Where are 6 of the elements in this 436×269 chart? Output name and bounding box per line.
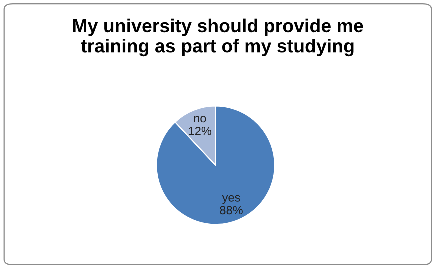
slice-label: no — [194, 116, 206, 123]
data-label: 12% — [189, 126, 212, 136]
chart-title: My university should provide me training as part of my studying — [73, 18, 364, 57]
pie-slice — [156, 106, 276, 226]
data-label: 88% — [220, 206, 243, 215]
slice-label: yes — [222, 195, 240, 204]
